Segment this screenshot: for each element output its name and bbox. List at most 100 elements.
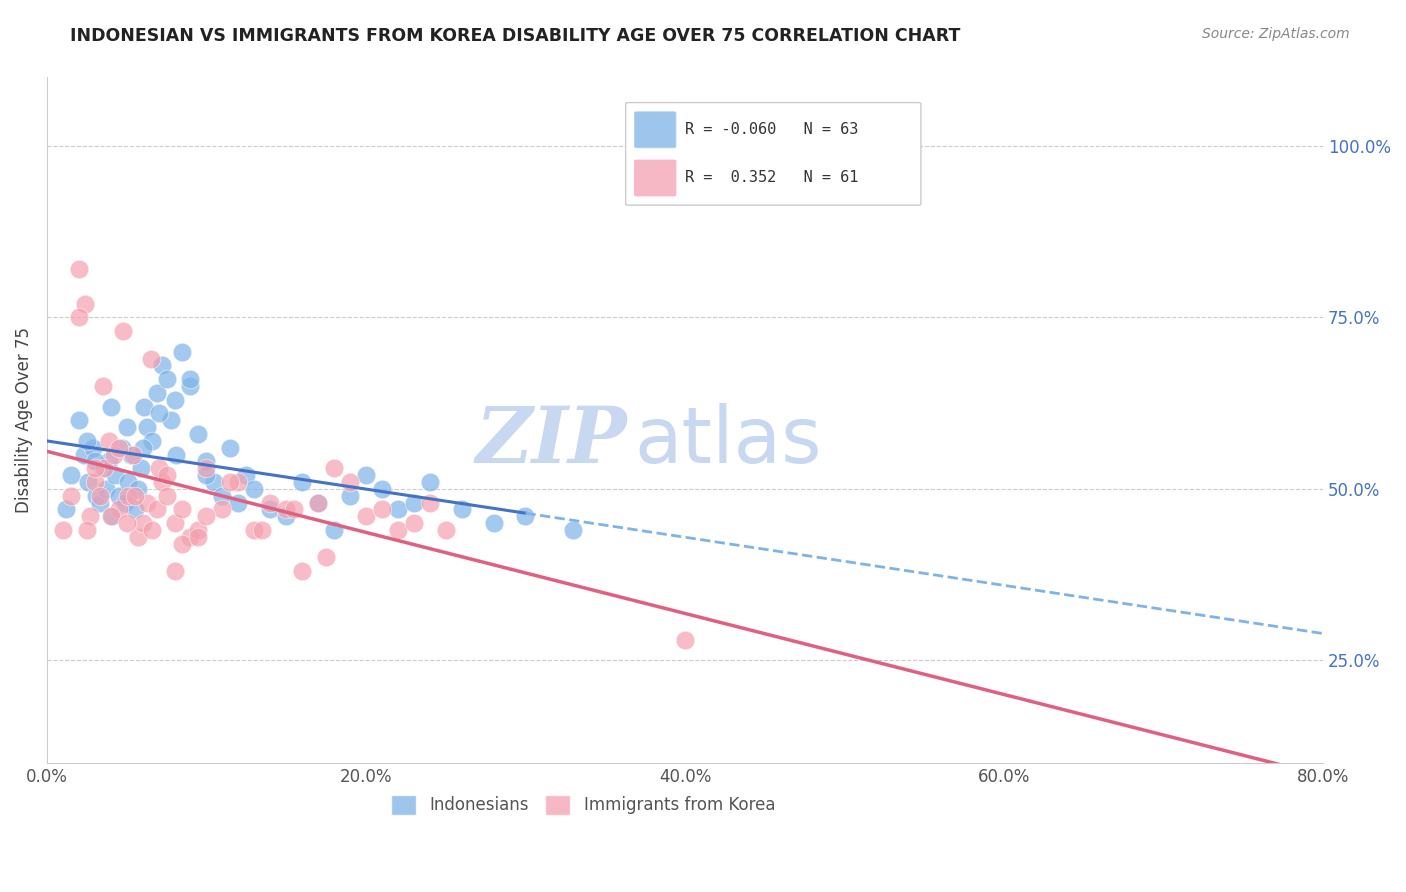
Point xyxy=(67,413,90,427)
Point xyxy=(67,262,90,277)
Point xyxy=(127,482,149,496)
Point xyxy=(141,523,163,537)
Legend: Indonesians, Immigrants from Korea: Indonesians, Immigrants from Korea xyxy=(382,787,783,823)
Point xyxy=(136,495,159,509)
Point xyxy=(122,448,145,462)
Point xyxy=(211,502,233,516)
Point xyxy=(252,523,274,537)
Point xyxy=(315,550,337,565)
Point xyxy=(131,441,153,455)
Point xyxy=(179,530,201,544)
Point xyxy=(235,468,257,483)
Point xyxy=(114,495,136,509)
Point xyxy=(59,468,82,483)
Point xyxy=(150,475,173,489)
Point xyxy=(112,324,135,338)
Point xyxy=(72,448,94,462)
Point xyxy=(124,489,146,503)
Point xyxy=(94,482,117,496)
Point xyxy=(419,475,441,489)
Point xyxy=(202,475,225,489)
Point xyxy=(482,516,505,530)
Point xyxy=(211,489,233,503)
Point xyxy=(673,632,696,647)
Point xyxy=(101,509,124,524)
Point xyxy=(339,475,361,489)
Point xyxy=(136,420,159,434)
Point xyxy=(179,379,201,393)
Point xyxy=(434,523,457,537)
Point xyxy=(163,392,186,407)
Point xyxy=(107,489,129,503)
Point xyxy=(419,495,441,509)
Point xyxy=(120,448,142,462)
Point xyxy=(76,434,98,448)
Point xyxy=(82,441,104,455)
Point xyxy=(172,537,194,551)
Point xyxy=(111,441,134,455)
Point xyxy=(450,502,472,516)
Point xyxy=(104,468,127,483)
Point xyxy=(52,523,75,537)
Point xyxy=(59,489,82,503)
Point xyxy=(187,523,209,537)
Point xyxy=(179,372,201,386)
Point xyxy=(219,441,242,455)
Point xyxy=(187,530,209,544)
Point xyxy=(89,489,111,503)
Point xyxy=(160,413,183,427)
Point xyxy=(155,468,177,483)
Point xyxy=(195,454,218,468)
Point xyxy=(148,461,170,475)
Point xyxy=(387,523,409,537)
Point xyxy=(307,495,329,509)
Point xyxy=(67,310,90,325)
Point xyxy=(387,502,409,516)
Point xyxy=(77,475,100,489)
Point xyxy=(291,564,314,578)
Point xyxy=(117,475,139,489)
Point xyxy=(402,516,425,530)
FancyBboxPatch shape xyxy=(634,160,676,196)
Point xyxy=(291,475,314,489)
Point xyxy=(172,344,194,359)
Point xyxy=(93,461,115,475)
Point xyxy=(195,468,218,483)
FancyBboxPatch shape xyxy=(634,112,676,148)
Point xyxy=(163,564,186,578)
Point xyxy=(150,359,173,373)
Point xyxy=(323,523,346,537)
Point xyxy=(354,468,377,483)
Point xyxy=(86,489,108,503)
Point xyxy=(165,448,187,462)
Text: Source: ZipAtlas.com: Source: ZipAtlas.com xyxy=(1202,27,1350,41)
Text: R = -0.060   N = 63: R = -0.060 N = 63 xyxy=(685,121,858,136)
Point xyxy=(107,502,129,516)
Point xyxy=(219,475,242,489)
Point xyxy=(323,461,346,475)
Point xyxy=(195,509,218,524)
Point xyxy=(276,502,298,516)
Text: ZIP: ZIP xyxy=(477,402,627,479)
Point xyxy=(83,461,105,475)
Point xyxy=(89,495,111,509)
Point xyxy=(259,495,281,509)
Point xyxy=(146,385,169,400)
Y-axis label: Disability Age Over 75: Disability Age Over 75 xyxy=(15,327,32,513)
Point xyxy=(79,509,101,524)
Point xyxy=(100,400,122,414)
Point xyxy=(75,296,97,310)
Point xyxy=(91,379,114,393)
Point xyxy=(371,502,394,516)
Point xyxy=(228,495,250,509)
Point xyxy=(163,516,186,530)
Point xyxy=(148,406,170,420)
Text: INDONESIAN VS IMMIGRANTS FROM KOREA DISABILITY AGE OVER 75 CORRELATION CHART: INDONESIAN VS IMMIGRANTS FROM KOREA DISA… xyxy=(70,27,960,45)
Point xyxy=(141,434,163,448)
Point xyxy=(354,509,377,524)
Point xyxy=(276,509,298,524)
Point xyxy=(131,516,153,530)
Point xyxy=(55,502,77,516)
Point xyxy=(187,427,209,442)
Point xyxy=(129,461,152,475)
